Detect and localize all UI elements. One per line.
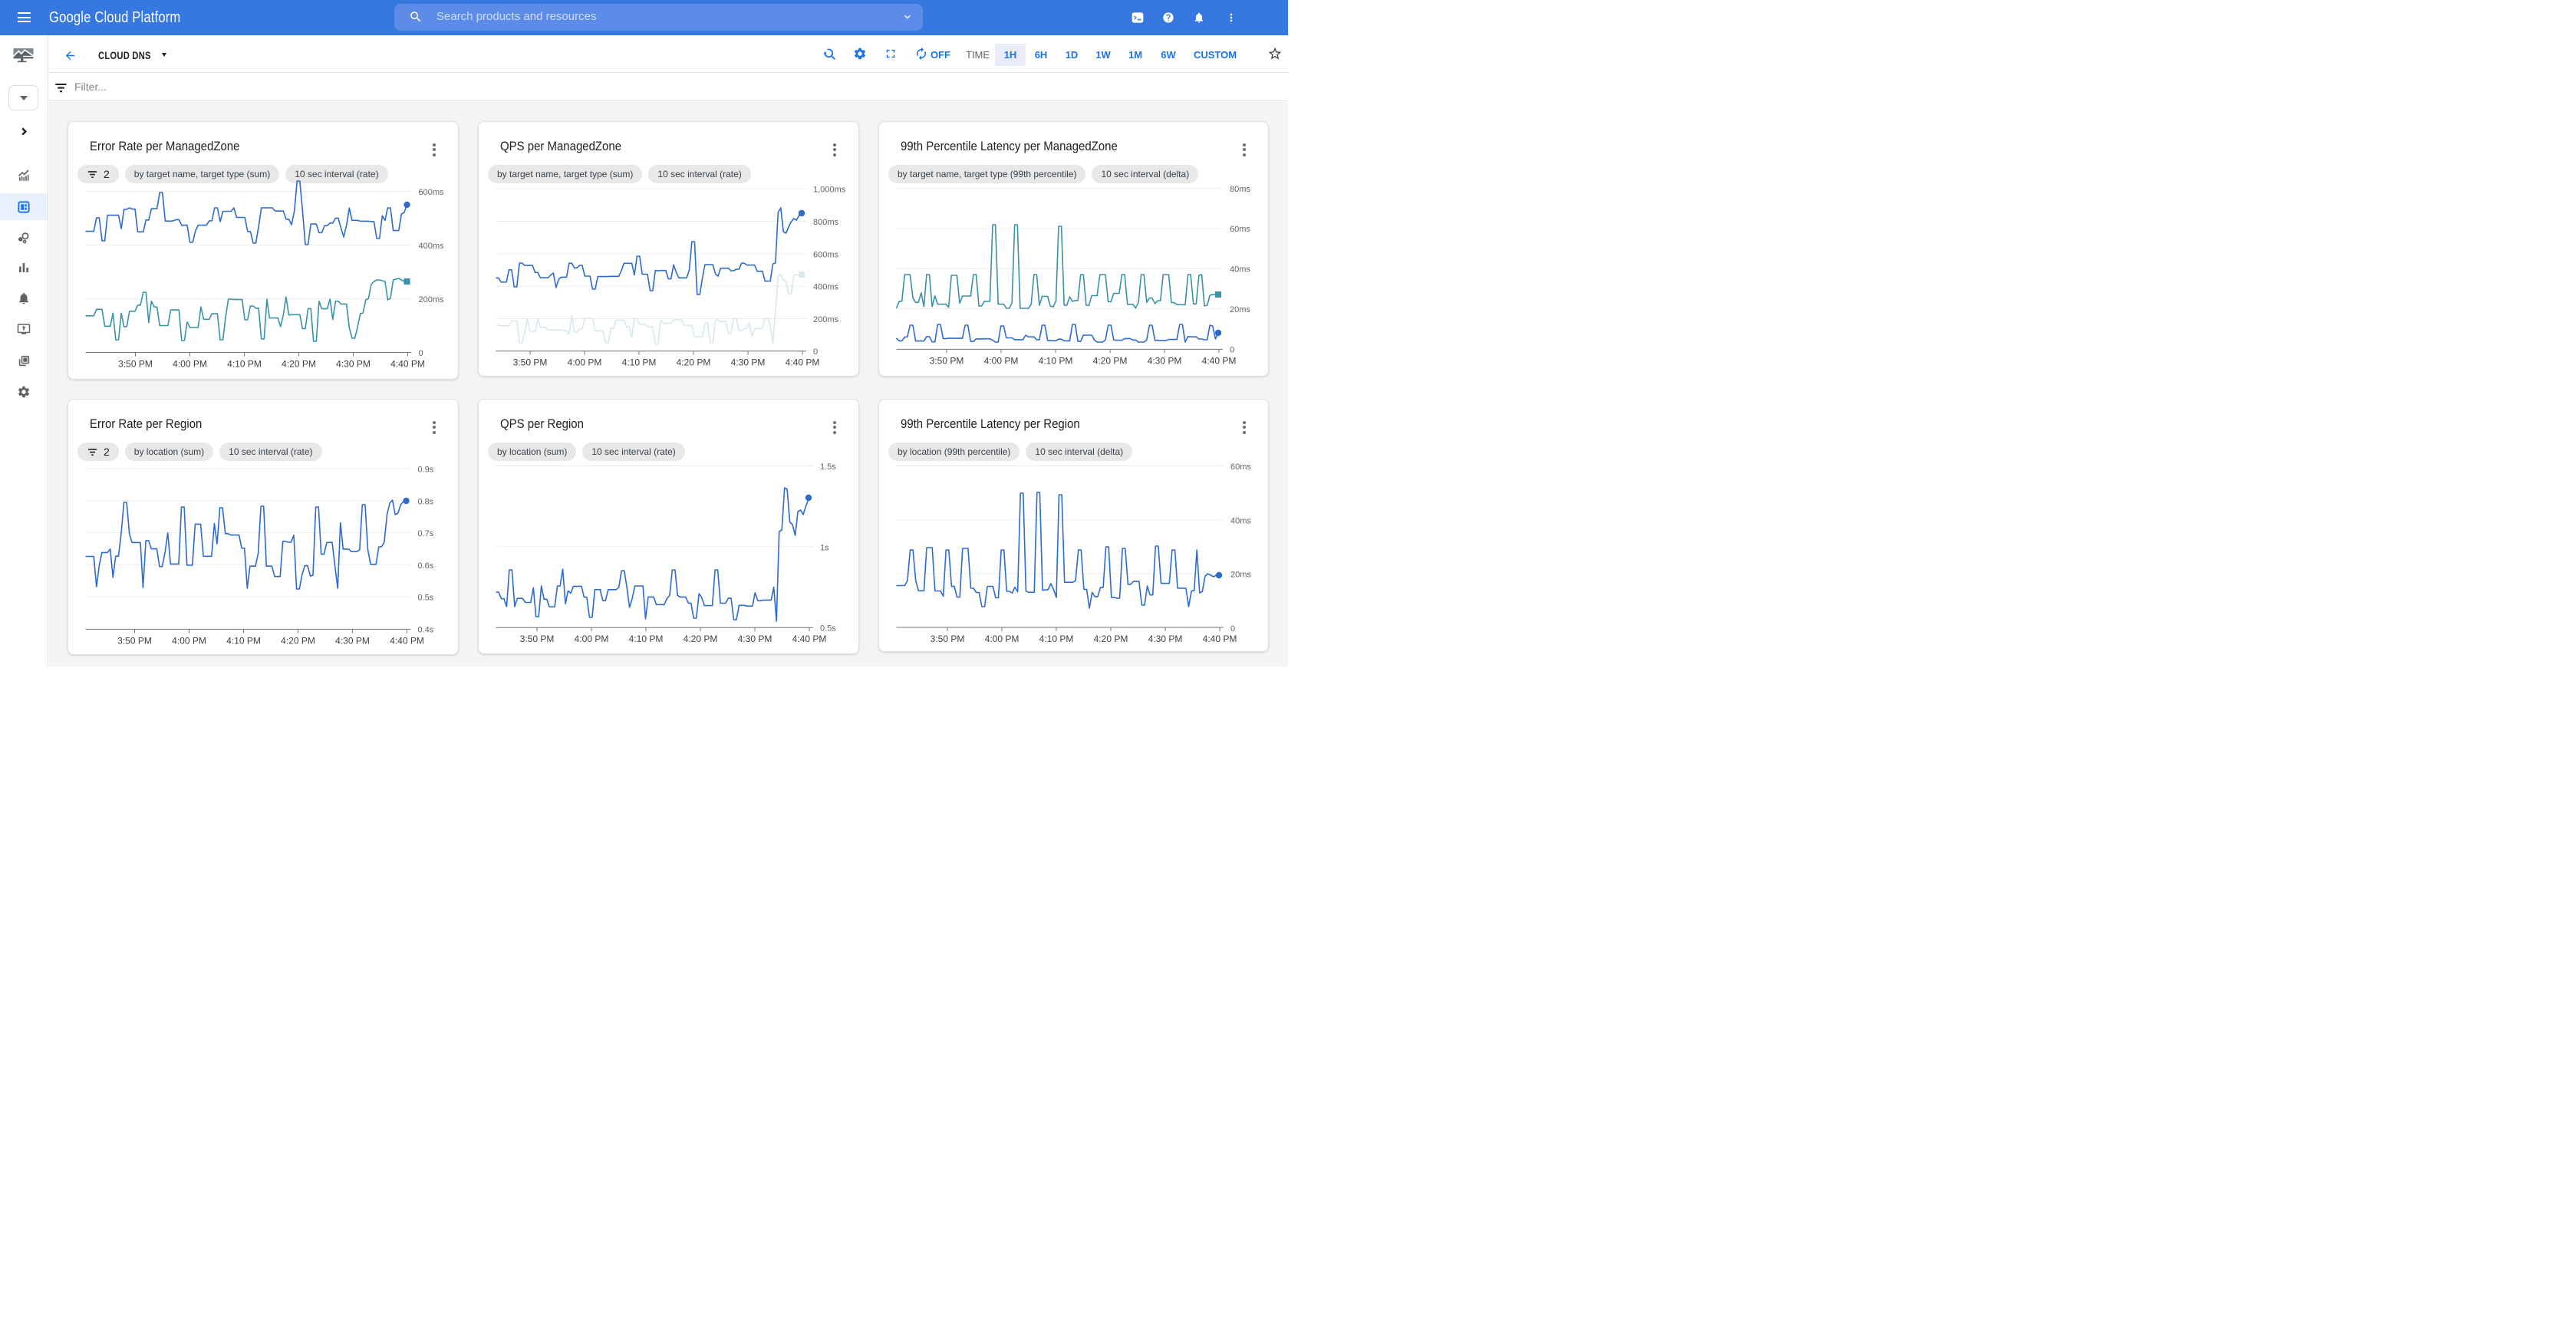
svg-text:400ms: 400ms [813, 282, 839, 291]
svg-text:600ms: 600ms [418, 188, 444, 197]
svg-text:4:40 PM: 4:40 PM [1201, 355, 1236, 366]
svg-text:4:40 PM: 4:40 PM [792, 634, 826, 644]
svg-text:4:20 PM: 4:20 PM [281, 635, 315, 646]
svg-text:200ms: 200ms [418, 295, 444, 304]
svg-text:3:50 PM: 3:50 PM [118, 358, 153, 369]
svg-text:800ms: 800ms [813, 218, 839, 227]
svg-text:60ms: 60ms [1230, 462, 1251, 472]
svg-text:4:00 PM: 4:00 PM [567, 357, 601, 367]
svg-text:3:50 PM: 3:50 PM [929, 355, 964, 366]
svg-text:0: 0 [418, 349, 423, 358]
svg-text:20ms: 20ms [1230, 570, 1251, 579]
svg-text:0.7s: 0.7s [417, 529, 433, 538]
svg-text:40ms: 40ms [1230, 265, 1250, 274]
svg-text:4:40 PM: 4:40 PM [785, 357, 819, 367]
svg-text:0.4s: 0.4s [417, 625, 433, 634]
svg-text:3:50 PM: 3:50 PM [930, 634, 964, 644]
svg-text:4:00 PM: 4:00 PM [173, 358, 207, 369]
svg-text:4:40 PM: 4:40 PM [1202, 634, 1237, 644]
svg-text:80ms: 80ms [1230, 184, 1250, 193]
svg-text:3:50 PM: 3:50 PM [512, 357, 547, 367]
svg-text:4:10 PM: 4:10 PM [621, 357, 656, 367]
svg-text:400ms: 400ms [418, 242, 444, 251]
svg-text:4:00 PM: 4:00 PM [574, 634, 608, 644]
svg-text:20ms: 20ms [1230, 305, 1250, 314]
svg-text:4:10 PM: 4:10 PM [226, 635, 261, 646]
svg-text:3:50 PM: 3:50 PM [519, 634, 554, 644]
svg-text:1,000ms: 1,000ms [813, 185, 846, 194]
svg-text:0.5s: 0.5s [820, 624, 836, 633]
svg-text:0: 0 [1230, 624, 1235, 633]
svg-text:4:10 PM: 4:10 PM [1039, 634, 1073, 644]
svg-text:0.6s: 0.6s [417, 561, 433, 570]
svg-text:4:40 PM: 4:40 PM [390, 358, 425, 369]
svg-text:1s: 1s [820, 543, 829, 552]
svg-text:4:00 PM: 4:00 PM [983, 355, 1018, 366]
svg-text:4:30 PM: 4:30 PM [336, 358, 371, 369]
svg-text:4:20 PM: 4:20 PM [282, 358, 316, 369]
svg-text:4:00 PM: 4:00 PM [984, 634, 1019, 644]
svg-text:4:10 PM: 4:10 PM [1038, 355, 1072, 366]
svg-text:0.9s: 0.9s [417, 465, 433, 474]
svg-text:4:20 PM: 4:20 PM [683, 634, 717, 644]
svg-text:60ms: 60ms [1230, 225, 1250, 234]
svg-text:0.5s: 0.5s [417, 593, 433, 602]
svg-text:4:20 PM: 4:20 PM [676, 357, 710, 367]
svg-text:0: 0 [813, 347, 818, 357]
svg-text:0: 0 [1230, 345, 1234, 354]
svg-text:1.5s: 1.5s [820, 462, 836, 472]
svg-text:4:00 PM: 4:00 PM [172, 635, 206, 646]
svg-text:600ms: 600ms [813, 250, 839, 259]
svg-text:4:20 PM: 4:20 PM [1093, 634, 1128, 644]
svg-text:0.8s: 0.8s [417, 497, 433, 506]
svg-text:200ms: 200ms [813, 314, 839, 324]
svg-text:40ms: 40ms [1230, 516, 1251, 525]
svg-text:4:10 PM: 4:10 PM [227, 358, 262, 369]
svg-text:4:30 PM: 4:30 PM [1147, 355, 1181, 366]
svg-text:4:40 PM: 4:40 PM [390, 635, 424, 646]
svg-text:4:10 PM: 4:10 PM [628, 634, 663, 644]
svg-text:4:30 PM: 4:30 PM [737, 634, 772, 644]
svg-text:4:30 PM: 4:30 PM [335, 635, 370, 646]
svg-text:4:30 PM: 4:30 PM [1148, 634, 1182, 644]
svg-text:4:30 PM: 4:30 PM [730, 357, 765, 367]
svg-text:3:50 PM: 3:50 PM [117, 635, 152, 646]
svg-text:4:20 PM: 4:20 PM [1092, 355, 1127, 366]
